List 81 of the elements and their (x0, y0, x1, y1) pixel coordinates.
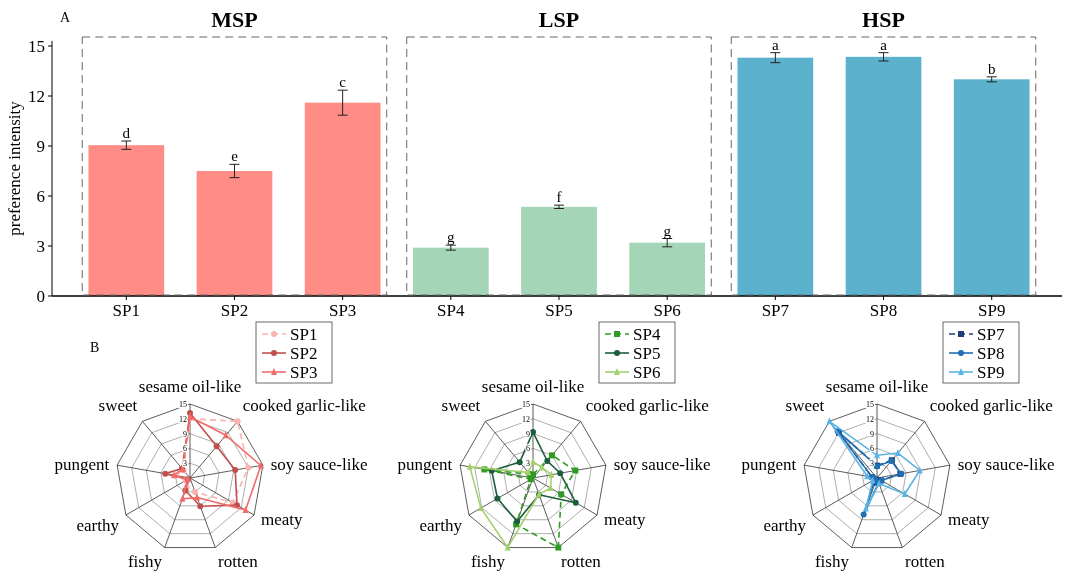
y-tick-label: 3 (36, 236, 45, 256)
spoke-label: pungent (397, 454, 453, 474)
annotation: b (987, 60, 996, 77)
spoke-label: fishy (470, 552, 506, 572)
text: MSP (211, 7, 258, 32)
annotation: a (880, 36, 888, 53)
y-tick-label: 9 (870, 429, 874, 439)
y-tick-label: 9 (526, 429, 530, 439)
text: A (60, 10, 71, 25)
legend-label: SP9 (977, 363, 1005, 382)
y-tick-label: 6 (870, 444, 874, 454)
spoke-label: rotten (561, 552, 602, 572)
spoke-label: pungent (54, 454, 110, 474)
spoke-label: meaty (948, 510, 991, 529)
spoke-label: cooked garlic-like (929, 396, 1053, 416)
x-tick-label: SP8 (869, 301, 898, 320)
y-tick-label: 6 (36, 186, 45, 206)
spoke-label: soy sauce-like (613, 454, 711, 474)
legend-label: SP5 (633, 344, 661, 363)
legend-label: SP7 (977, 325, 1005, 344)
annotation: f (556, 189, 562, 206)
y-tick-label: 15 (28, 36, 45, 56)
annotation: g (447, 229, 456, 246)
y-tick-label: 9 (183, 429, 187, 439)
text: HSP (862, 7, 905, 32)
annotation: a (772, 36, 780, 53)
x-tick-label: SP2 (220, 301, 249, 320)
y-tick-label: 9 (36, 136, 45, 156)
legend-label: SP1 (290, 325, 318, 344)
spoke-label: sweet (785, 396, 825, 416)
y-tick-label: 0 (36, 286, 45, 306)
y-tick-label: 6 (526, 444, 530, 454)
legend-label: SP3 (290, 363, 318, 382)
y-axis-title: preference intensity (5, 100, 24, 236)
spoke-label: sweet (441, 396, 481, 416)
annotation: g (663, 222, 672, 239)
y-tick-label: 15 (179, 400, 187, 409)
y-tick-label: 6 (183, 444, 187, 454)
spoke-label: fishy (127, 552, 163, 572)
spoke-label: cooked garlic-like (585, 396, 709, 416)
annotation: e (231, 148, 239, 165)
x-tick-label: SP1 (112, 301, 141, 320)
x-tick-label: SP6 (653, 301, 681, 320)
spoke-label: sweet (98, 396, 138, 416)
legend-label: SP6 (633, 363, 661, 382)
x-tick-label: SP3 (328, 301, 357, 320)
spoke-label: rotten (218, 552, 259, 572)
y-tick-label: 3 (183, 459, 187, 469)
spoke-label: soy sauce-like (270, 454, 368, 474)
spoke-label: soy sauce-like (957, 454, 1055, 474)
spoke-label: cooked garlic-like (242, 396, 366, 416)
y-tick-label: 12 (179, 414, 187, 424)
spoke-label: earthy (76, 516, 120, 535)
spoke-label: meaty (604, 510, 647, 529)
y-tick-label: 3 (870, 459, 874, 469)
spoke-label: rotten (905, 552, 946, 572)
y-tick-label: 15 (522, 400, 530, 409)
y-tick-label: 12 (522, 414, 530, 424)
x-tick-label: SP4 (437, 301, 466, 320)
y-tick-label: 12 (28, 86, 45, 106)
spoke-label: sesame oil-like (481, 377, 585, 396)
legend-label: SP4 (633, 325, 661, 344)
text: LSP (538, 7, 580, 32)
spoke-label: pungent (741, 454, 797, 474)
y-tick-label: 12 (866, 414, 874, 424)
y-tick-label: 3 (526, 459, 530, 469)
x-tick-label: SP7 (761, 301, 790, 320)
spoke-label: sesame oil-like (138, 377, 242, 396)
annotation: d (122, 125, 131, 141)
x-tick-label: SP9 (977, 301, 1006, 320)
y-tick-label: 15 (866, 400, 874, 409)
spoke-label: fishy (814, 552, 850, 572)
spoke-label: sesame oil-like (825, 377, 929, 396)
legend-label: SP2 (290, 344, 318, 363)
spoke-label: meaty (261, 510, 304, 529)
text: B (90, 340, 100, 355)
legend-label: SP8 (977, 344, 1005, 363)
spoke-label: earthy (763, 516, 807, 535)
annotation: c (339, 74, 347, 91)
x-tick-label: SP5 (545, 301, 573, 320)
spoke-label: earthy (419, 516, 463, 535)
